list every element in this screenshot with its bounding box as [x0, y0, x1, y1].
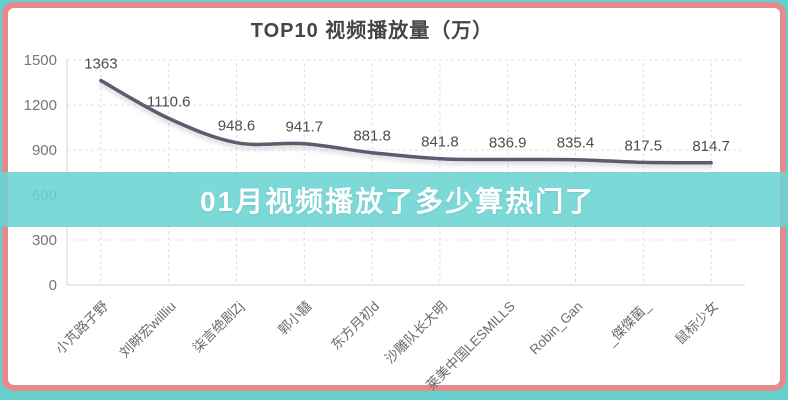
y-tick-label: 900	[32, 142, 57, 159]
x-category-label: 东方月初d	[327, 298, 382, 353]
headline-text: 01月视频播放了多少算热门了	[200, 185, 596, 217]
data-label: 836.9	[489, 134, 527, 151]
data-label: 835.4	[557, 135, 595, 152]
data-label: 1110.6	[147, 93, 191, 110]
x-category-label: 刘畊宏willliu	[117, 299, 179, 361]
chart-title: TOP10 视频播放量（万）	[250, 20, 494, 42]
line-series	[99, 78, 713, 165]
y-tick-label: 1200	[24, 97, 57, 114]
x-axis-category-labels: 小芃路子野 刘畊宏willliu 柒言绝剧Zj 郭小囍 东方月初d 沙雕队长大明莱美中国L…	[53, 298, 722, 393]
value-labels: 1363 1110.6 948.6 941.7 881.8 841.8 836.9 835.4…	[84, 56, 730, 155]
data-label: 814.7	[692, 138, 730, 155]
x-category-label: Robin_Gan	[527, 299, 586, 358]
x-category-label: 沙雕队长大明	[382, 299, 450, 367]
x-category-label: _傑傑菌_	[603, 298, 654, 349]
x-category-label: 柒言绝剧Zj	[190, 299, 247, 356]
series-line	[99, 78, 713, 165]
data-label: 1363	[84, 56, 117, 73]
y-tick-label: 1500	[24, 52, 57, 69]
x-category-label: 郭小囍	[274, 298, 314, 338]
headline-banner: 01月视频播放了多少算热门了	[0, 172, 788, 227]
y-tick-label: 300	[32, 232, 57, 249]
data-label: 948.6	[218, 118, 256, 135]
data-label: 841.8	[421, 134, 459, 151]
x-category-label: 鼠标少女	[672, 298, 721, 347]
data-label: 881.8	[353, 128, 391, 145]
x-category-label: 小芃路子野	[53, 298, 112, 357]
data-label: 817.5	[625, 137, 663, 154]
data-label: 941.7	[286, 119, 324, 136]
y-tick-label: 0	[49, 277, 57, 294]
